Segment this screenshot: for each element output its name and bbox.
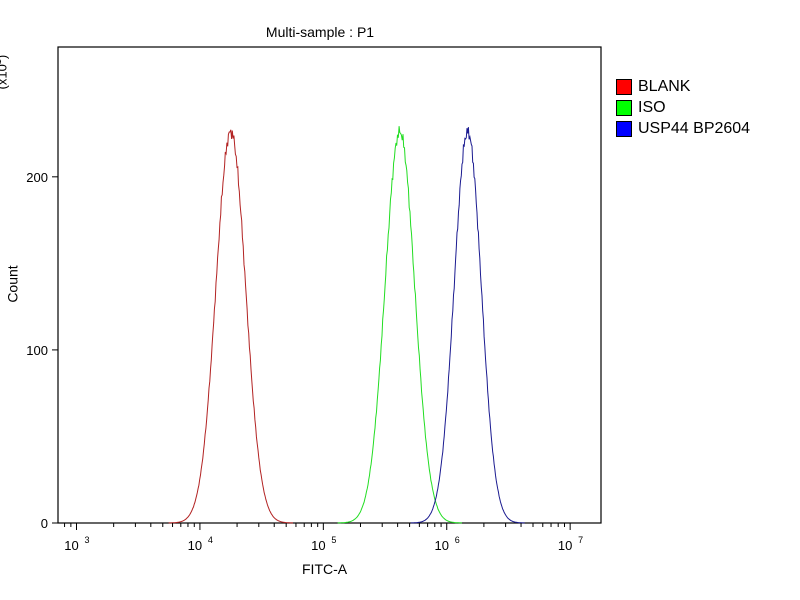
legend-swatch-usp44 xyxy=(616,120,632,137)
legend-item-blank: BLANK xyxy=(616,76,750,97)
y-tick-label: 200 xyxy=(26,170,48,185)
legend-swatch-blank xyxy=(616,78,632,95)
chart-title: Multi-sample : P1 xyxy=(265,24,375,40)
legend-label-iso: ISO xyxy=(638,98,666,116)
y-axis-scale-note: (x101) xyxy=(0,55,9,90)
legend: BLANK ISO USP44 BP2604 xyxy=(616,76,750,139)
legend-swatch-iso xyxy=(616,99,632,116)
plot-frame xyxy=(57,46,602,524)
series-line-iso xyxy=(337,126,462,524)
legend-label-usp44: USP44 BP2604 xyxy=(638,119,751,137)
y-scale-prefix: (x10 xyxy=(0,64,10,90)
y-axis-label: Count xyxy=(4,265,21,303)
legend-label-blank: BLANK xyxy=(638,77,691,95)
series-line-blank xyxy=(168,129,293,524)
series-line-usp44-bp2604 xyxy=(410,127,525,524)
x-tick-label: 10 xyxy=(558,538,572,553)
legend-item-usp44: USP44 BP2604 xyxy=(616,118,750,139)
x-tick-label: 10 xyxy=(311,538,325,553)
x-axis-ticks: 10 3 10 4 10 5 10 6 10 7 xyxy=(64,523,583,553)
y-scale-exponent: 1 xyxy=(0,59,3,64)
x-tick-exponent: 4 xyxy=(208,535,213,545)
x-tick-exponent: 5 xyxy=(331,535,336,545)
legend-item-iso: ISO xyxy=(616,97,750,118)
y-scale-suffix: ) xyxy=(0,55,9,59)
series-layer xyxy=(168,126,525,524)
x-tick-exponent: 6 xyxy=(455,535,460,545)
x-tick-label: 10 xyxy=(435,538,449,553)
y-tick-label: 0 xyxy=(41,516,48,531)
x-tick-label: 10 xyxy=(188,538,202,553)
y-axis-ticks: 0 100 200 xyxy=(26,170,58,531)
x-tick-exponent: 7 xyxy=(578,535,583,545)
x-tick-exponent: 3 xyxy=(85,535,90,545)
x-axis-label: FITC-A xyxy=(302,561,348,577)
x-tick-label: 10 xyxy=(64,538,78,553)
y-tick-label: 100 xyxy=(26,343,48,358)
